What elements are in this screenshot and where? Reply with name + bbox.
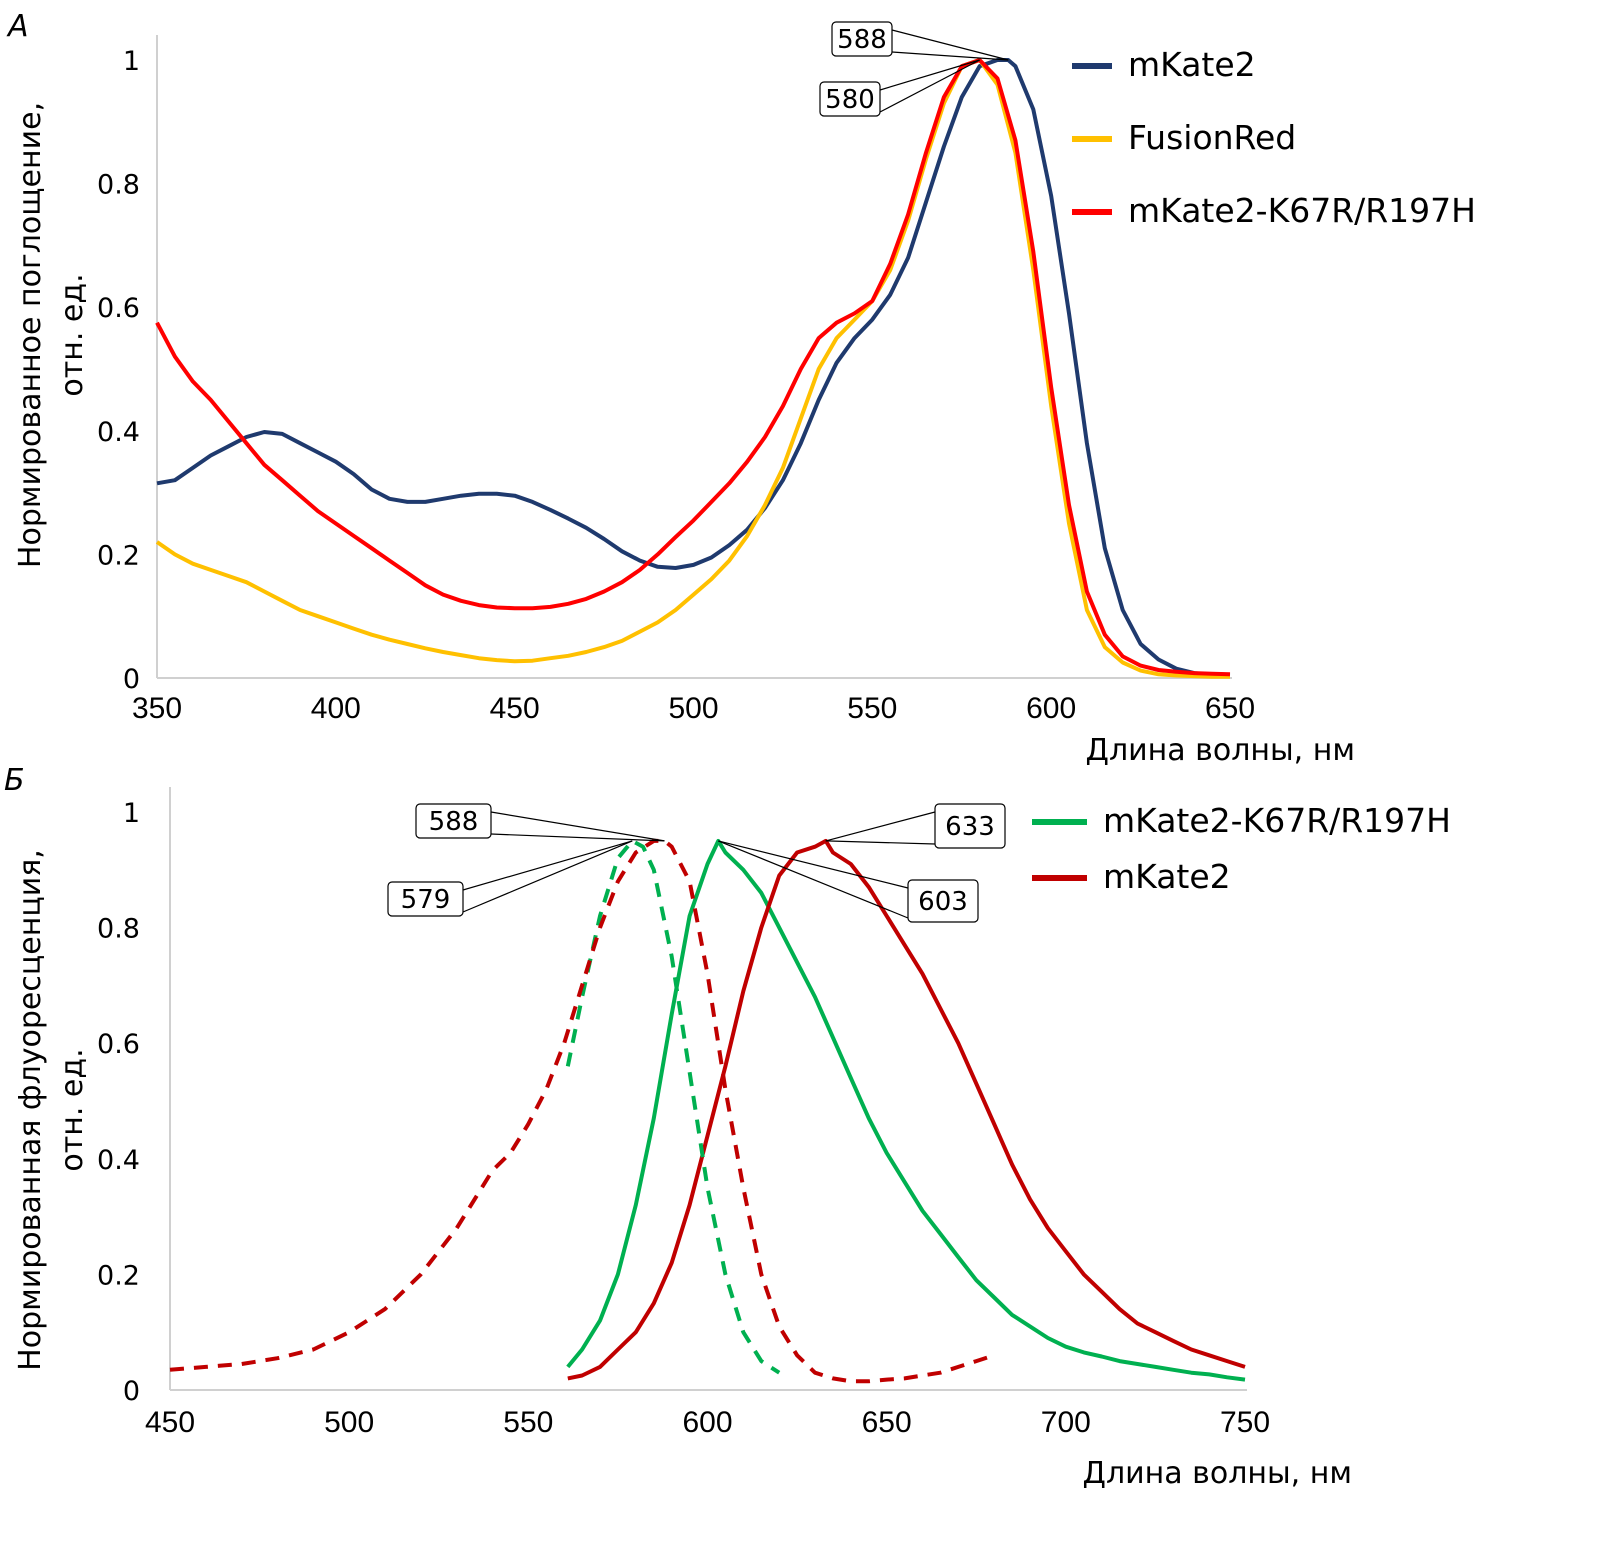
peak-callout: 603 — [718, 840, 979, 923]
callout-label: 588 — [837, 25, 887, 55]
axes-a — [156, 35, 1232, 679]
x-tick-label: 650 — [1205, 692, 1255, 725]
callout-leader — [462, 840, 633, 891]
callout-box — [831, 21, 893, 57]
peak-callout: 580 — [819, 59, 980, 117]
y-tick-label: 0 — [123, 664, 140, 695]
y-axis-label-b-line1: Нормированная флуоресценция, — [13, 849, 48, 1371]
callout-label: 603 — [918, 887, 968, 917]
callout-leader — [718, 840, 909, 889]
x-tick-label: 700 — [1041, 1406, 1091, 1439]
x-tick-label: 550 — [503, 1406, 553, 1439]
callout-leader — [462, 840, 633, 913]
x-tick-label: 750 — [1220, 1406, 1270, 1439]
axes-b — [169, 787, 1247, 1391]
ticks-b: 0 0.2 0.4 0.6 0.8 1 450 500 550 600 650 700 750 — [97, 798, 1270, 1439]
series-line-mkate2-k67r-r197h — [566, 838, 1246, 1382]
y-tick-label: 0.2 — [97, 540, 140, 571]
y-tick-label: 0.2 — [97, 1260, 140, 1291]
y-axis-label-a-line2: отн. ед. — [55, 273, 90, 396]
callouts-a: 588 580 — [819, 21, 1009, 117]
callout-leader — [825, 840, 936, 845]
peak-callout: 579 — [387, 840, 633, 917]
x-tick-label: 600 — [1026, 692, 1076, 725]
callout-leader — [490, 811, 665, 842]
legend-label: mKate2-K67R/R197H — [1103, 801, 1451, 840]
x-tick-label: 550 — [847, 692, 897, 725]
series-line-fusionred — [155, 58, 1230, 679]
legend-b: mKate2-K67R/R197H mKate2 — [1032, 801, 1451, 896]
y-tick-label: 0.4 — [97, 417, 140, 448]
callout-leader — [490, 833, 665, 842]
series-line-mkate2-k67r-r197h-excitation — [565, 838, 781, 1375]
callout-box — [415, 803, 492, 839]
y-tick-label: 0.8 — [97, 914, 140, 945]
callout-box — [819, 81, 881, 117]
callout-label: 580 — [825, 85, 875, 115]
callout-box — [387, 881, 464, 917]
callout-label: 633 — [945, 812, 995, 842]
series-line-mkate2-k67r-r197h — [155, 58, 1231, 677]
callout-box — [934, 803, 1006, 849]
legend-label: mKate2 — [1128, 45, 1256, 84]
callout-box — [907, 879, 979, 923]
callout-leader — [825, 811, 936, 842]
series-line-mkate2-excitation — [169, 838, 995, 1384]
x-tick-label: 450 — [490, 692, 540, 725]
x-tick-label: 600 — [682, 1406, 732, 1439]
series-a — [155, 58, 1231, 679]
legend-label: mKate2 — [1103, 857, 1231, 896]
y-tick-label: 1 — [123, 46, 140, 77]
callout-leader — [879, 59, 980, 113]
series-line-mkate2 — [156, 58, 1231, 678]
y-axis-label-b-line2: отн. ед. — [55, 1048, 90, 1171]
x-tick-label: 500 — [324, 1406, 374, 1439]
callouts-b: 588 579 633 603 — [387, 803, 1006, 923]
y-tick-label: 0.6 — [97, 293, 140, 324]
x-tick-label: 450 — [145, 1406, 195, 1439]
peak-callout: 633 — [825, 803, 1006, 849]
peak-callout: 588 — [831, 21, 1009, 61]
callout-label: 588 — [429, 807, 479, 837]
callout-leader — [891, 29, 1009, 61]
series-line-mkate2 — [567, 838, 1246, 1381]
x-tick-label: 400 — [311, 692, 361, 725]
y-tick-label: 0 — [123, 1376, 140, 1407]
y-tick-label: 1 — [123, 798, 140, 829]
y-tick-label: 0.6 — [97, 1029, 140, 1060]
panel-label-b: Б — [4, 763, 25, 798]
x-tick-label: 650 — [862, 1406, 912, 1439]
callout-leader — [879, 59, 980, 91]
series-b — [169, 838, 1246, 1384]
callout-leader — [718, 840, 909, 919]
y-axis-label-a-line1: Нормированное поглощение, — [13, 102, 48, 568]
legend-label: mKate2-K67R/R197H — [1128, 191, 1476, 230]
x-axis-label-a: Длина волны, нм — [1086, 733, 1355, 768]
y-tick-label: 0.8 — [97, 170, 140, 201]
legend-a: mKate2 FusionRed mKate2-K67R/R197H — [1072, 45, 1476, 230]
x-tick-label: 350 — [132, 692, 182, 725]
ticks-a: 0 0.2 0.4 0.6 0.8 1 350 400 450 500 550 600 650 — [97, 46, 1255, 725]
peak-callout: 588 — [415, 803, 665, 842]
y-tick-label: 0.4 — [97, 1145, 140, 1176]
panel-label-a: А — [6, 9, 29, 44]
callout-label: 579 — [401, 885, 451, 915]
x-tick-label: 500 — [668, 692, 718, 725]
x-axis-label-b: Длина волны, нм — [1083, 1456, 1352, 1491]
legend-label: FusionRed — [1128, 118, 1296, 157]
callout-leader — [891, 51, 1009, 61]
